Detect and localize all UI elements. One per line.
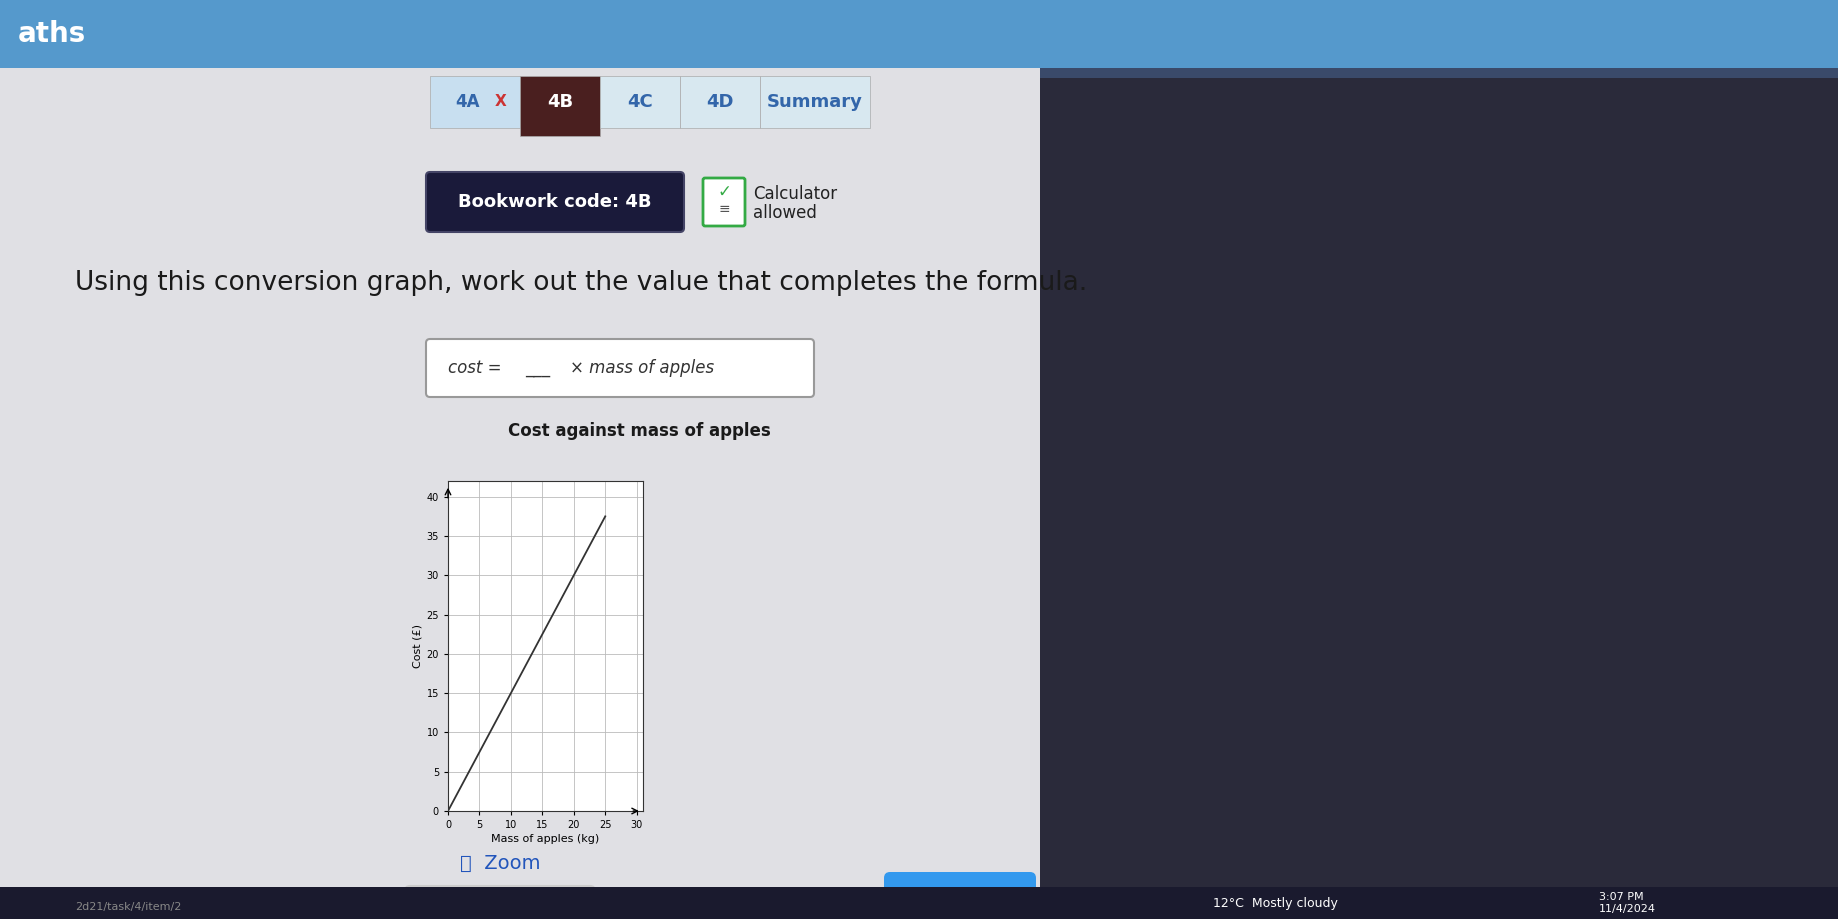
- Text: Using this conversion graph, work out the value that completes the formula.: Using this conversion graph, work out th…: [75, 270, 1088, 296]
- Text: X: X: [494, 95, 505, 109]
- Text: Summary: Summary: [766, 93, 862, 111]
- Text: 3:07 PM: 3:07 PM: [1599, 892, 1643, 902]
- X-axis label: Mass of apples (kg): Mass of apples (kg): [491, 834, 599, 845]
- Text: 12°C  Mostly cloudy: 12°C Mostly cloudy: [1213, 897, 1338, 910]
- Text: ___: ___: [526, 359, 550, 377]
- FancyBboxPatch shape: [884, 872, 1037, 919]
- Y-axis label: Cost (£): Cost (£): [412, 624, 423, 668]
- Text: × mass of apples: × mass of apples: [570, 359, 715, 377]
- FancyBboxPatch shape: [702, 178, 744, 226]
- FancyBboxPatch shape: [426, 339, 814, 397]
- Bar: [0, 887, 1838, 919]
- Text: Cost against mass of apples: Cost against mass of apples: [507, 422, 770, 440]
- FancyBboxPatch shape: [404, 886, 596, 919]
- Text: 4B: 4B: [548, 93, 573, 111]
- Bar: [680, 76, 759, 128]
- Text: 4D: 4D: [706, 93, 733, 111]
- Text: Bookwork code: 4B: Bookwork code: 4B: [458, 193, 652, 211]
- Bar: [759, 76, 869, 128]
- Text: ≡: ≡: [719, 201, 730, 216]
- Text: ✓: ✓: [717, 183, 732, 201]
- Bar: [430, 76, 520, 128]
- Bar: [0, 0, 1838, 68]
- Bar: [1040, 0, 1838, 919]
- Text: 🔍  Zoom: 🔍 Zoom: [460, 854, 540, 872]
- Text: Calculator: Calculator: [754, 186, 836, 203]
- Text: 2d21/task/4/item/2: 2d21/task/4/item/2: [75, 902, 182, 912]
- Text: 11/4/2024: 11/4/2024: [1599, 904, 1656, 914]
- Text: Watch video: Watch video: [467, 906, 577, 919]
- Text: aths: aths: [18, 20, 86, 48]
- Text: allowed: allowed: [754, 204, 816, 222]
- Bar: [1040, 0, 1838, 78]
- FancyBboxPatch shape: [426, 172, 684, 232]
- Text: ■■: ■■: [456, 905, 485, 919]
- Text: 4A: 4A: [456, 93, 480, 111]
- Text: Answer: Answer: [917, 893, 1004, 913]
- Text: cost =: cost =: [448, 359, 502, 377]
- Bar: [520, 76, 599, 136]
- Bar: [0, 68, 1040, 919]
- Text: 4C: 4C: [627, 93, 652, 111]
- Bar: [599, 76, 680, 128]
